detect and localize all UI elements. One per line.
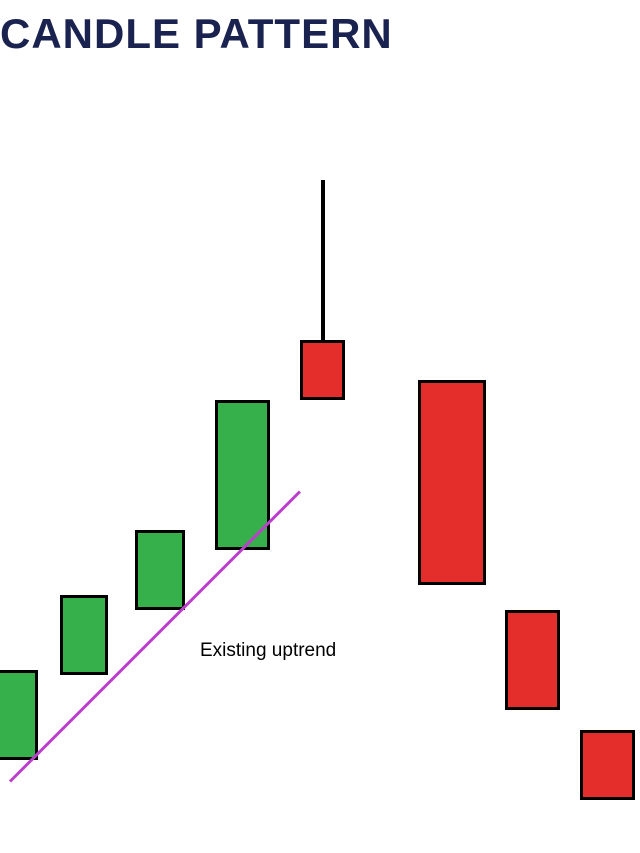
candle-body xyxy=(418,380,486,585)
candle-body xyxy=(505,610,560,710)
candle-body xyxy=(580,730,635,800)
annotation-text: Existing uptrend xyxy=(200,640,336,661)
candle-body xyxy=(135,530,185,610)
candlestick-chart: Existing uptrend xyxy=(0,0,640,853)
candle-wick-top xyxy=(321,180,325,340)
candle-body xyxy=(300,340,345,400)
candle-body xyxy=(60,595,108,675)
candle-body xyxy=(0,670,38,760)
uptrend-annotation: Existing uptrend xyxy=(200,640,336,662)
